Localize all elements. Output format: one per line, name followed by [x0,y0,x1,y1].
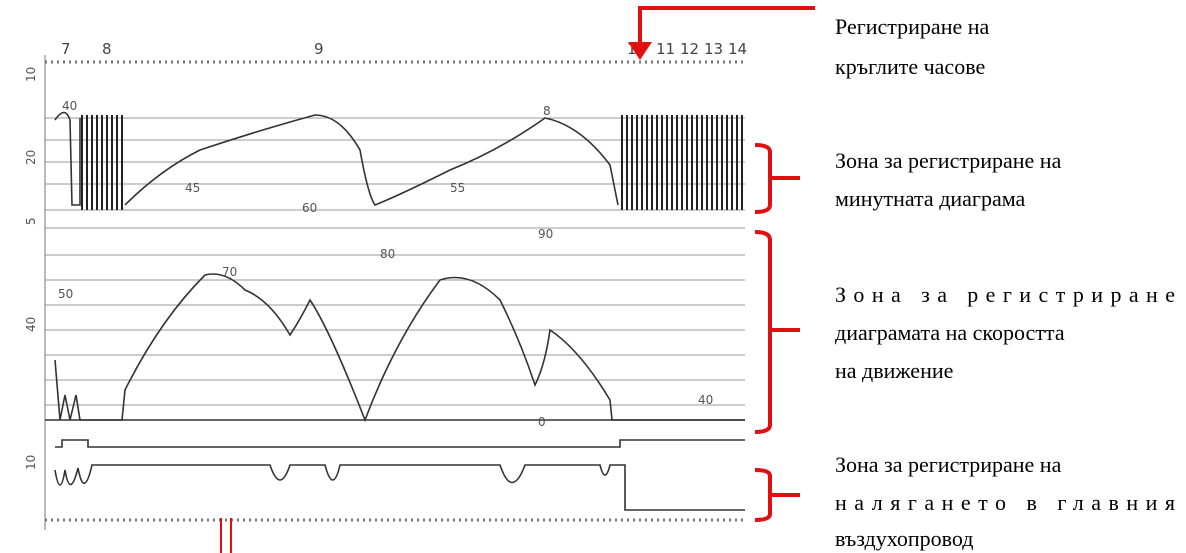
curve-label: 80 [380,247,395,261]
speed-curve [55,274,745,420]
annotation: на движение [835,358,953,383]
curve-label: 40 [62,99,77,113]
hour-label: 9 [314,40,324,58]
side-label: 40 [24,317,38,332]
annotations: Регистриране на кръглите часове Зона за … [835,14,1175,551]
annotation: налягането в главния [835,490,1175,515]
hour-label: 12 [680,40,699,58]
curve-label: 50 [58,287,73,301]
hour-label: 13 [704,40,723,58]
side-label: 20 [24,150,38,165]
curve-label: 8 [543,104,551,118]
curve-label: 40 [698,393,713,407]
hour-label: 8 [102,40,112,58]
annotation: кръглите часове [835,54,985,79]
curve-label: 0 [538,415,546,429]
side-label: 10 [24,67,38,82]
side-label: 10 [24,455,38,470]
curve-label: 70 [222,265,237,279]
annotation: минутната диаграма [835,186,1025,211]
annotation: Зона за регистриране на [835,452,1062,477]
marker [221,518,231,553]
annotation: въздухопровод [835,526,973,551]
curve-label: 90 [538,227,553,241]
annotation: Зона за регистриране на [835,148,1062,173]
bracket [755,232,800,432]
hour-label: 11 [656,40,675,58]
curve-label: 45 [185,181,200,195]
bracket [755,470,800,520]
minute-curve [55,113,618,206]
curve-label: 55 [450,181,465,195]
hour-label: 7 [61,40,71,58]
annotation: диаграмата на скоростта [835,320,1065,345]
pressure-top [55,440,745,447]
side-label: 5 [24,217,38,225]
annotation: Зона за регистриране [835,282,1175,307]
figure: 7 8 9 10 11 12 13 14 10 20 5 40 10 40 45… [0,0,1186,553]
pressure-curve [55,465,745,510]
tacho-chart: 7 8 9 10 11 12 13 14 10 20 5 40 10 40 45… [24,40,747,530]
bracket [755,145,800,212]
hour-label: 14 [728,40,747,58]
minute-marks [620,115,745,210]
curve-label: 60 [302,201,317,215]
side-labels: 10 20 5 40 10 [24,67,38,470]
annotation: Регистриране на [835,14,990,39]
minute-marks [80,115,125,210]
